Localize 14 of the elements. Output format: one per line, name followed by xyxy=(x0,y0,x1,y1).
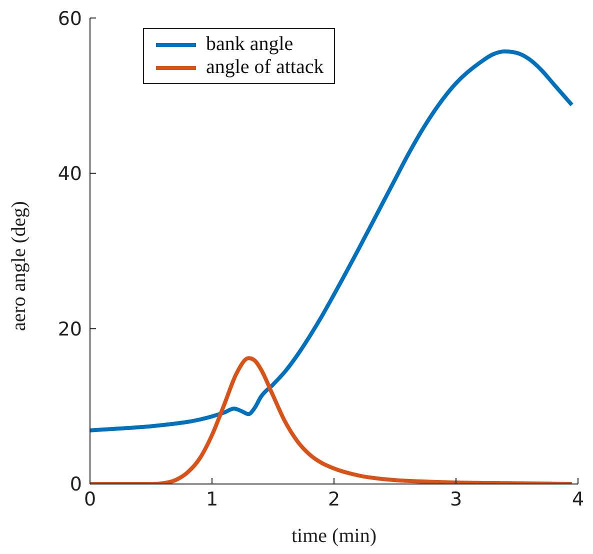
legend-label: angle of attack xyxy=(206,56,324,79)
x-tick-label: 4 xyxy=(572,488,584,510)
line-series xyxy=(90,356,574,484)
y-tick-label: 0 xyxy=(70,474,82,496)
y-axis-title: aero angle (deg) xyxy=(8,201,30,331)
y-tick-label: 40 xyxy=(58,163,82,186)
y-tick-label: 20 xyxy=(58,318,82,340)
x-tick-label: 3 xyxy=(450,488,462,510)
x-tick-label: 2 xyxy=(328,488,340,510)
y-tick-label: 60 xyxy=(58,8,82,30)
x-tick-label: 1 xyxy=(206,488,218,510)
legend-label: bank angle xyxy=(206,33,294,56)
x-tick-label: 0 xyxy=(84,488,96,510)
x-axis-title: time (min) xyxy=(292,525,376,547)
